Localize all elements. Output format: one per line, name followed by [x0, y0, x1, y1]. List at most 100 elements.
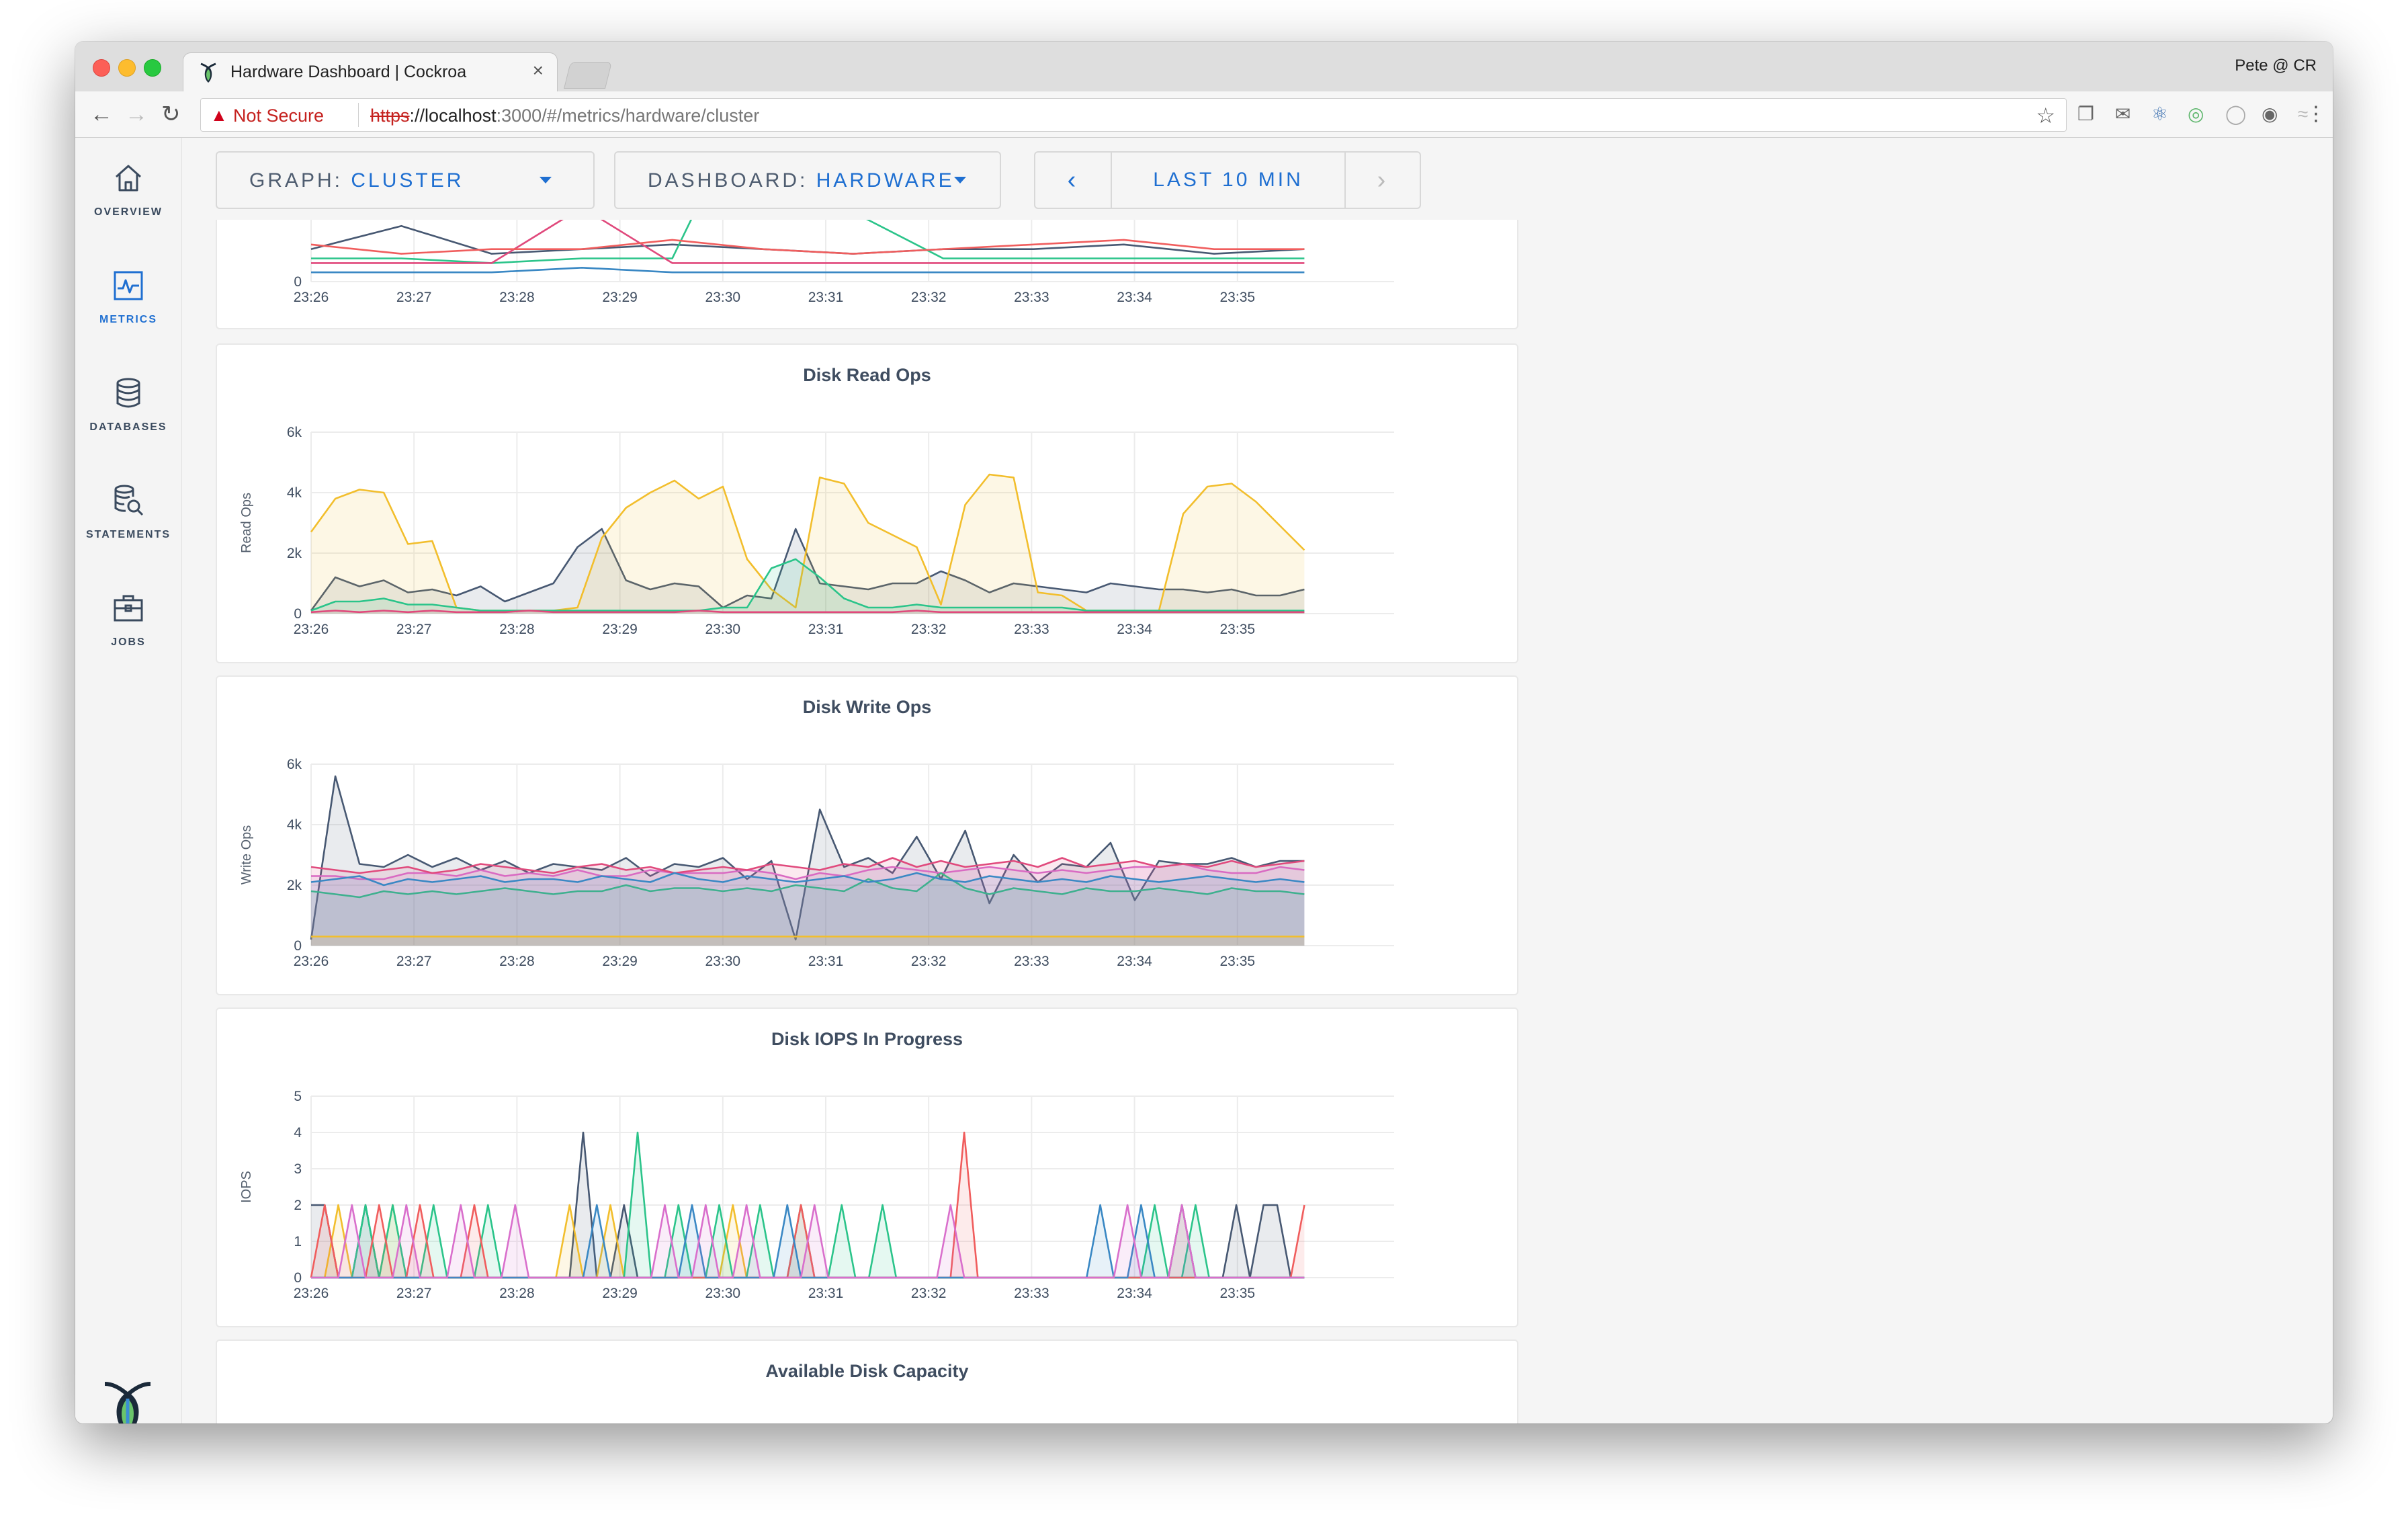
profile-name[interactable]: Pete @ CR — [2235, 56, 2317, 75]
not-secure-label[interactable]: Not Secure — [233, 106, 325, 126]
y-tick-label: 4k — [287, 817, 302, 833]
tab-close-icon[interactable]: × — [532, 60, 544, 81]
new-tab-button[interactable] — [564, 62, 612, 89]
series-line[interactable] — [311, 206, 1305, 264]
time-range-button[interactable]: LAST 10 MIN — [1112, 153, 1346, 208]
sidebar-item-jobs[interactable]: JOBS — [75, 591, 181, 685]
series-line[interactable] — [310, 224, 1305, 255]
home-icon — [116, 165, 141, 192]
series-line[interactable] — [310, 775, 1305, 941]
mail-extension-icon[interactable]: ✉ — [2115, 104, 2131, 124]
chart-title: Disk Write Ops — [802, 697, 932, 717]
series-line[interactable] — [310, 558, 1305, 612]
x-tick-label: 23:27 — [396, 954, 432, 969]
x-tick-label: 23:31 — [808, 1286, 844, 1301]
x-tick-label: 23:34 — [1117, 290, 1152, 305]
series-area — [311, 1132, 1305, 1278]
x-tick-label: 23:33 — [1014, 954, 1049, 969]
x-tick-label: 23:31 — [808, 290, 844, 305]
chart-card-disk-iops: Disk IOPS In Progress 0 1 2 3 4 5 23:26 23:27 23… — [216, 1007, 1518, 1327]
series-line[interactable] — [311, 863, 1305, 880]
sidebar-item-label: STATEMENTS — [85, 529, 171, 540]
x-tick-label: 23:26 — [294, 954, 329, 969]
minimize-window-button[interactable] — [118, 59, 136, 77]
series-line[interactable] — [311, 1204, 1305, 1279]
reload-icon[interactable]: ↻ — [161, 101, 181, 127]
x-tick-label: 23:27 — [396, 622, 432, 637]
y-axis-label: Read Ops — [239, 493, 254, 553]
forward-arrow-icon[interactable]: → — [125, 101, 148, 127]
url-scheme: https — [370, 106, 410, 126]
dashboard-selector-label: DASHBOARD: HARDWARE — [648, 169, 955, 192]
graph-selector[interactable]: GRAPH: CLUSTER — [216, 151, 595, 209]
chart-title: Disk Read Ops — [803, 365, 931, 385]
series-area — [311, 1205, 1305, 1278]
x-tick-label: 23:30 — [705, 622, 741, 637]
x-tick-label: 23:31 — [808, 622, 844, 637]
back-arrow-icon[interactable]: ← — [90, 101, 113, 127]
series-line[interactable] — [310, 528, 1305, 612]
camera-extension-icon[interactable]: ◉ — [2262, 104, 2278, 124]
chart-card-disk-write-ops: Disk Write Ops 0 2k 4k 6k 23:26 23:27 23:28 23:… — [216, 675, 1518, 995]
y-tick-label: 1 — [294, 1234, 302, 1249]
series-line[interactable] — [310, 610, 1305, 614]
y-tick-label: 2k — [287, 878, 302, 893]
ghost-extension-icon[interactable]: ◯ — [2225, 104, 2247, 124]
redux-devtools-icon[interactable]: ◎ — [2188, 104, 2204, 124]
x-tick-label: 23:26 — [294, 1286, 329, 1301]
react-devtools-icon[interactable]: ⚛ — [2151, 104, 2169, 124]
time-next-button[interactable]: › — [1377, 166, 1389, 194]
y-tick-label: 3 — [294, 1161, 302, 1177]
sidebar-item-overview[interactable]: OVERVIEW — [75, 161, 181, 255]
close-window-button[interactable] — [93, 59, 110, 77]
browser-tab[interactable]: Hardware Dashboard | Cockroa × — [183, 52, 558, 92]
x-tick-label: 23:32 — [911, 954, 947, 969]
sidebar-item-databases[interactable]: DATABASES — [75, 376, 181, 470]
x-tick-label: 23:35 — [1220, 290, 1256, 305]
y-tick-label: 0 — [294, 1270, 302, 1286]
statements-icon — [114, 485, 144, 516]
series-line[interactable] — [311, 266, 1305, 274]
x-tick-label: 23:30 — [705, 290, 741, 305]
cockroach-logo-icon[interactable] — [101, 1380, 155, 1423]
dashboard-value: HARDWARE — [816, 169, 955, 192]
sidebar-item-label: METRICS — [99, 314, 157, 325]
time-range-selector: ‹ LAST 10 MIN › — [1034, 151, 1421, 209]
series-area — [311, 529, 1305, 614]
series-area — [311, 873, 1305, 946]
graph-selector-label: GRAPH: CLUSTER — [249, 169, 464, 192]
sidebar-item-label: DATABASES — [89, 421, 167, 433]
x-tick-label: 23:32 — [911, 622, 947, 637]
x-tick-label: 23:27 — [396, 1286, 432, 1301]
x-tick-label: 23:28 — [499, 1286, 535, 1301]
sidebar-item-metrics[interactable]: METRICS — [75, 268, 181, 362]
address-bar[interactable]: ▲ Not Secure https://localhost:3000/#/me… — [200, 98, 2067, 132]
y-tick-label: 4k — [287, 485, 302, 501]
x-tick-label: 23:35 — [1220, 1286, 1256, 1301]
y-tick-label: 4 — [294, 1125, 302, 1141]
copy-extension-icon[interactable]: ❐ — [2077, 104, 2095, 124]
chart-title: Available Disk Capacity — [765, 1361, 969, 1381]
sidebar-item-label: OVERVIEW — [94, 206, 163, 218]
series-line[interactable] — [310, 872, 1305, 899]
briefcase-icon — [114, 595, 143, 622]
link-extension-icon[interactable]: ≈ — [2298, 104, 2309, 124]
chevron-down-icon — [954, 177, 966, 183]
series-area — [311, 864, 1305, 946]
x-tick-label: 23:28 — [499, 622, 535, 637]
star-icon[interactable]: ☆ — [2036, 104, 2055, 128]
sidebar-item-statements[interactable]: STATEMENTS — [75, 483, 181, 577]
series-line[interactable] — [310, 239, 1305, 255]
maximize-window-button[interactable] — [144, 59, 161, 77]
series-line[interactable] — [310, 872, 1305, 886]
series-line[interactable] — [310, 857, 1305, 874]
series-area — [311, 873, 1305, 946]
url-text[interactable]: https://localhost:3000/#/metrics/hardwar… — [370, 106, 759, 126]
dashboard-selector[interactable]: DASHBOARD: HARDWARE — [614, 151, 1001, 209]
x-tick-label: 23:26 — [294, 290, 329, 305]
time-prev-button[interactable]: ‹ — [1035, 153, 1112, 208]
database-icon — [116, 378, 140, 408]
disk-write-ops-chart: 0 2k 4k 6k 23:26 23:27 23:28 23:29 23:30 23:31 23:… — [239, 757, 1394, 969]
menu-dots-icon[interactable]: ⋮ — [2306, 103, 2326, 125]
chevron-down-icon — [540, 177, 552, 183]
